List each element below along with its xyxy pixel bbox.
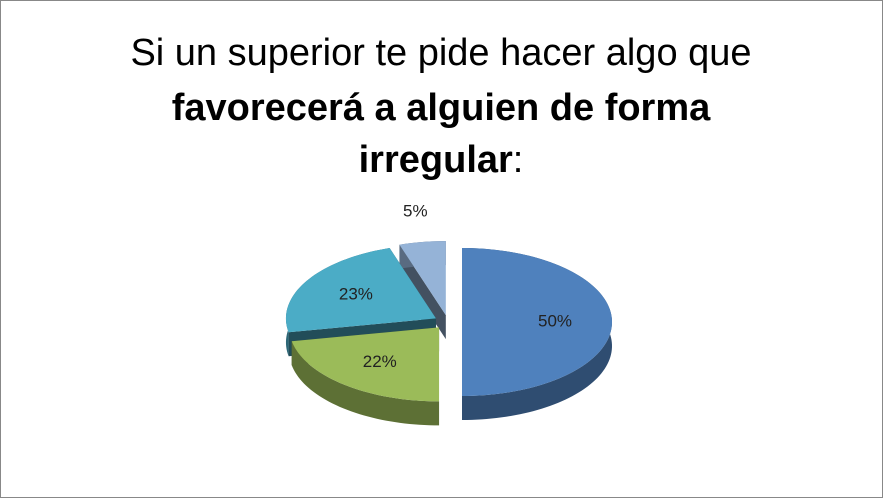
chart-title: Si un superior te pide hacer algo que fav… [130,32,751,181]
data-label: 5% [403,202,428,221]
title-text: irregular [359,139,513,181]
title-text: : [513,139,524,181]
data-label: 23% [339,285,373,304]
title-text: favorecerá a alguien de forma [172,87,711,129]
title-line: Si un superior te pide hacer algo que [130,32,751,74]
slice-top [291,327,440,402]
slice-top [462,248,612,396]
slice [291,327,440,426]
slice-top [285,248,436,333]
pie: 50% 22% 23% 5% [285,202,612,426]
slice [399,241,446,340]
slice-side [291,341,440,426]
data-label: 50% [538,311,572,330]
title-line: irregular: [359,139,524,181]
slice [462,248,612,420]
title-text: Si un superior te pide hacer algo que [130,32,751,74]
data-label: 22% [363,352,397,371]
slice-top [399,241,446,316]
title-line: favorecerá a alguien de forma [172,87,711,129]
slice-wall [399,244,446,340]
